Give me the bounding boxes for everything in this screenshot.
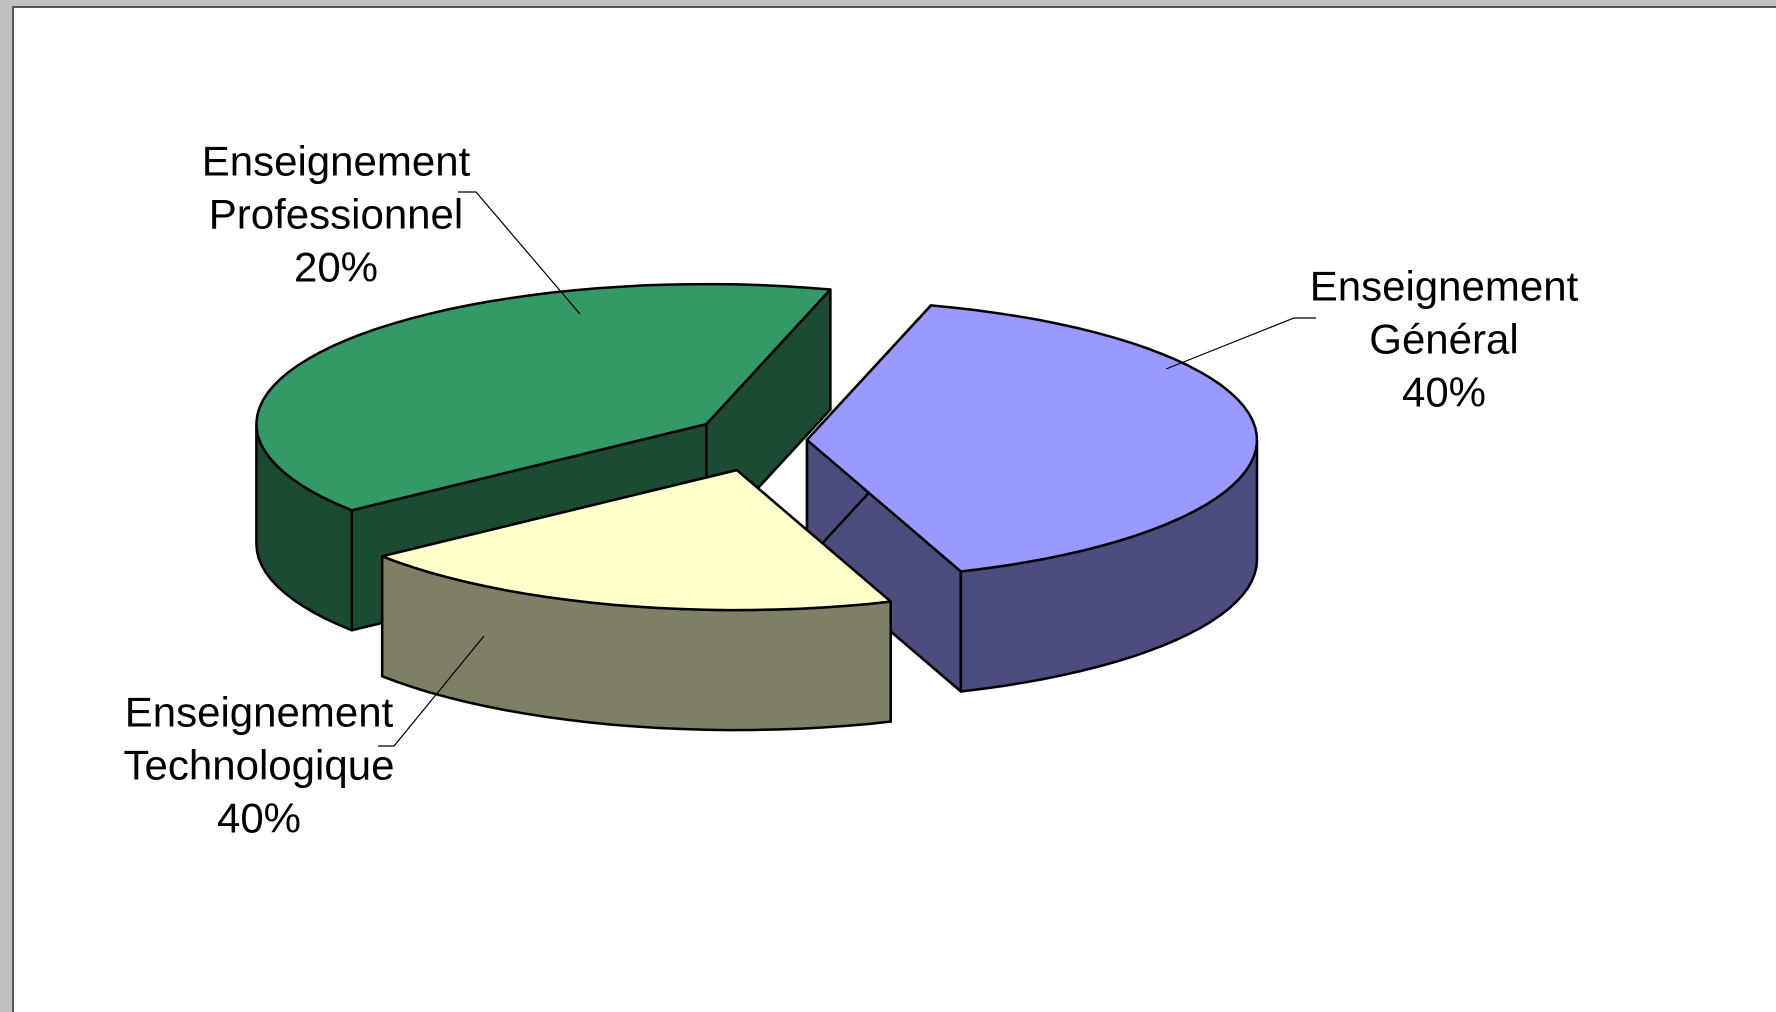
data-label-general-percent-label: 40% — [1402, 368, 1486, 415]
data-label-technologique-percent-label: 40% — [217, 794, 301, 841]
pie-slice-professionnel-top — [380, 468, 892, 612]
data-label-professionnel-label-line2: Professionnel — [209, 190, 463, 237]
leader-line-general — [1165, 317, 1316, 370]
pie-slice-general-top — [805, 304, 1259, 573]
data-label-professionnel-label-line1: Enseignement — [202, 137, 471, 184]
data-label-general-label-line2: Général — [1369, 315, 1518, 362]
leader-line-technologique — [378, 635, 485, 747]
pie-slice-professionnel — [380, 468, 892, 732]
leader-line-professionnel — [458, 191, 581, 315]
pie-slice-technologique-top — [255, 282, 832, 512]
pie-slice-general — [805, 304, 1259, 693]
data-label-technologique-label-line1: Enseignement — [125, 688, 394, 735]
data-label-general-label-line1: Enseignement — [1310, 262, 1579, 309]
data-label-professionnel-percent-label: 20% — [294, 243, 378, 290]
pie-chart: Enseignement Général 40% Enseignement Techno… — [124, 137, 1579, 841]
chart-area: Enseignement Général 40% Enseignement Techno… — [12, 6, 1776, 1012]
data-label-technologique-label-line2: Technologique — [124, 741, 395, 788]
